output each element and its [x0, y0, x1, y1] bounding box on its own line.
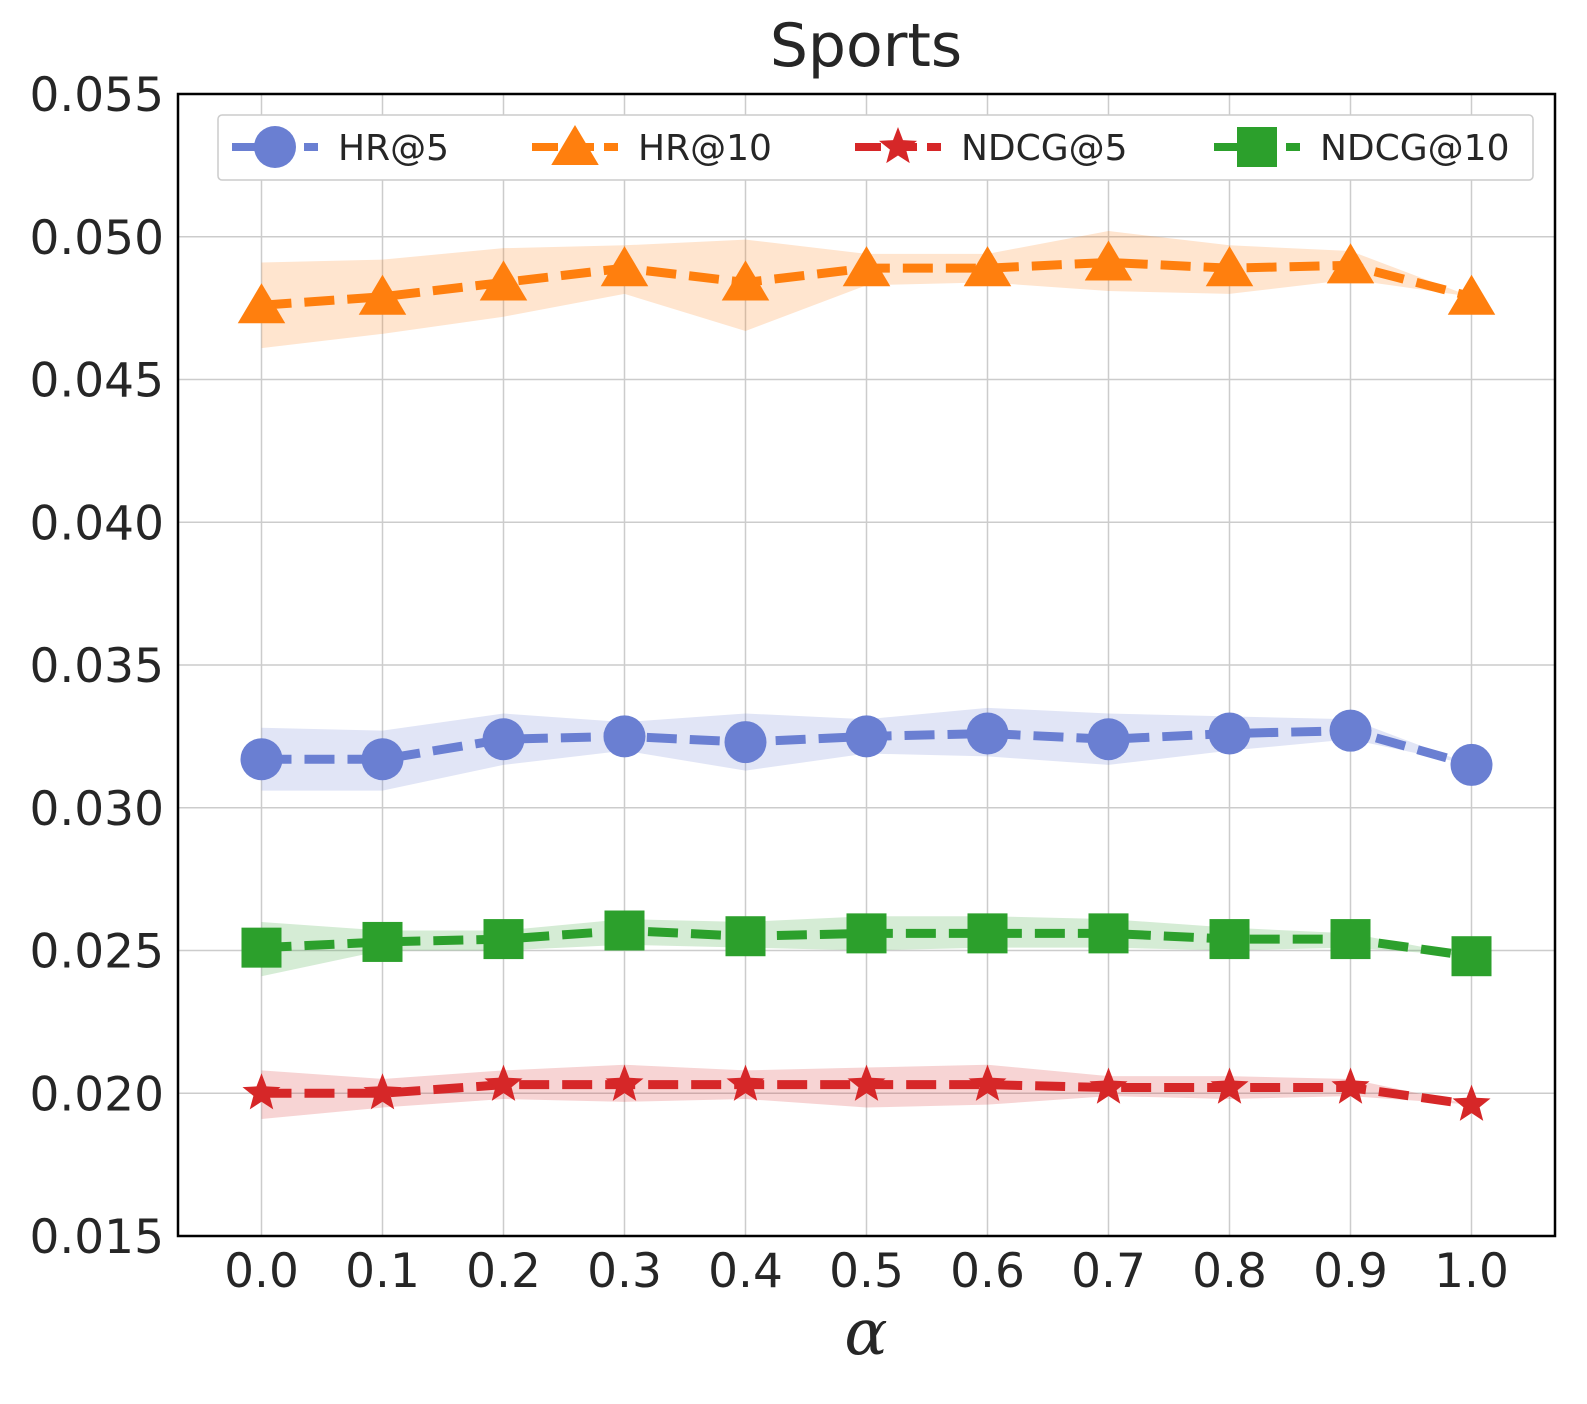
y-tick-label: 0.030 [29, 782, 164, 837]
marker-hr-10 [1205, 246, 1254, 287]
legend-marker-ndcg-10 [1237, 127, 1277, 167]
marker-hr-10 [358, 274, 407, 315]
legend-marker-ndcg-5 [878, 127, 918, 164]
marker-ndcg-5 [605, 1064, 644, 1101]
marker-ndcg-5 [847, 1064, 886, 1101]
x-tick-label: 0.5 [829, 1244, 904, 1299]
marker-ndcg-5 [968, 1064, 1007, 1101]
marker-ndcg-5 [484, 1064, 523, 1101]
marker-hr-5 [240, 738, 283, 781]
legend: HR@5 HR@10 NDCG@5 NDCG@10 [217, 114, 1534, 181]
legend-label-hr-10: HR@10 [638, 128, 772, 169]
marker-hr-5 [361, 738, 404, 781]
marker-ndcg-10 [1451, 936, 1492, 977]
legend-marker-hr-10 [551, 125, 599, 166]
marker-ndcg-10 [604, 910, 645, 951]
marker-hr-10 [1084, 240, 1133, 281]
legend-label-ndcg-5: NDCG@5 [961, 128, 1128, 169]
marker-ndcg-10 [241, 927, 282, 968]
marker-hr-5 [1450, 743, 1493, 786]
marker-ndcg-5 [726, 1064, 765, 1101]
plot-area-frame [176, 92, 1557, 1238]
marker-hr-5 [1208, 712, 1251, 755]
series-markers [237, 240, 1496, 1121]
marker-hr-5 [482, 718, 525, 761]
marker-hr-5 [603, 715, 646, 758]
marker-hr-10 [237, 283, 286, 324]
marker-hr-10 [721, 260, 770, 301]
x-tick-label: 0.2 [466, 1244, 541, 1299]
legend-label-ndcg-10: NDCG@10 [1320, 128, 1510, 169]
chart-title: Sports [770, 11, 962, 81]
marker-hr-10 [1326, 243, 1375, 284]
marker-ndcg-5 [1210, 1067, 1249, 1104]
x-tick-label: 0.9 [1313, 1244, 1388, 1299]
marker-ndcg-10 [362, 921, 403, 962]
marker-ndcg-5 [1331, 1067, 1370, 1104]
y-tick-label: 0.045 [29, 354, 164, 409]
marker-ndcg-10 [1088, 913, 1129, 954]
y-tick-label: 0.020 [29, 1067, 164, 1122]
x-tick-label: 0.1 [345, 1244, 420, 1299]
marker-hr-10 [963, 246, 1012, 287]
marker-ndcg-5 [1452, 1084, 1491, 1121]
y-axis-ticks: 0.015 0.020 0.025 0.030 0.035 0.040 0.045 0.050… [29, 68, 164, 1265]
legend-label-hr-5: HR@5 [338, 128, 449, 169]
marker-ndcg-5 [1089, 1067, 1128, 1104]
marker-ndcg-10 [1330, 919, 1371, 960]
marker-hr-10 [600, 246, 649, 287]
x-tick-label: 0.8 [1192, 1244, 1267, 1299]
marker-hr-5 [845, 715, 888, 758]
marker-hr-5 [966, 712, 1009, 755]
marker-ndcg-10 [483, 919, 524, 960]
marker-ndcg-5 [363, 1073, 402, 1110]
y-tick-label: 0.015 [29, 1210, 164, 1265]
x-tick-label: 0.4 [708, 1244, 783, 1299]
marker-hr-5 [1329, 709, 1372, 752]
marker-ndcg-10 [725, 916, 766, 957]
y-tick-label: 0.035 [29, 639, 164, 694]
marker-hr-10 [479, 260, 528, 301]
x-tick-label: 0.3 [587, 1244, 662, 1299]
x-tick-label: 0.6 [950, 1244, 1025, 1299]
marker-hr-10 [842, 246, 891, 287]
x-tick-label: 0.7 [1071, 1244, 1146, 1299]
marker-ndcg-10 [1209, 919, 1250, 960]
marker-hr-10 [1447, 274, 1496, 315]
x-tick-label: 0.0 [224, 1244, 299, 1299]
y-tick-label: 0.040 [29, 496, 164, 551]
y-tick-label: 0.055 [29, 68, 164, 123]
marker-hr-5 [1087, 718, 1130, 761]
marker-ndcg-10 [846, 913, 887, 954]
y-tick-label: 0.025 [29, 925, 164, 980]
marker-hr-5 [724, 721, 767, 764]
legend-marker-hr-5 [254, 126, 296, 168]
band-hr-10 [261, 231, 1472, 349]
x-axis-label: α [844, 1296, 887, 1370]
x-axis-ticks: 0.0 0.1 0.2 0.3 0.4 0.5 0.6 0.7 0.8 0.9 1.0 [224, 1244, 1509, 1299]
marker-ndcg-10 [967, 913, 1008, 954]
y-tick-label: 0.050 [29, 211, 164, 266]
marker-ndcg-5 [242, 1073, 281, 1110]
x-tick-label: 1.0 [1434, 1244, 1509, 1299]
